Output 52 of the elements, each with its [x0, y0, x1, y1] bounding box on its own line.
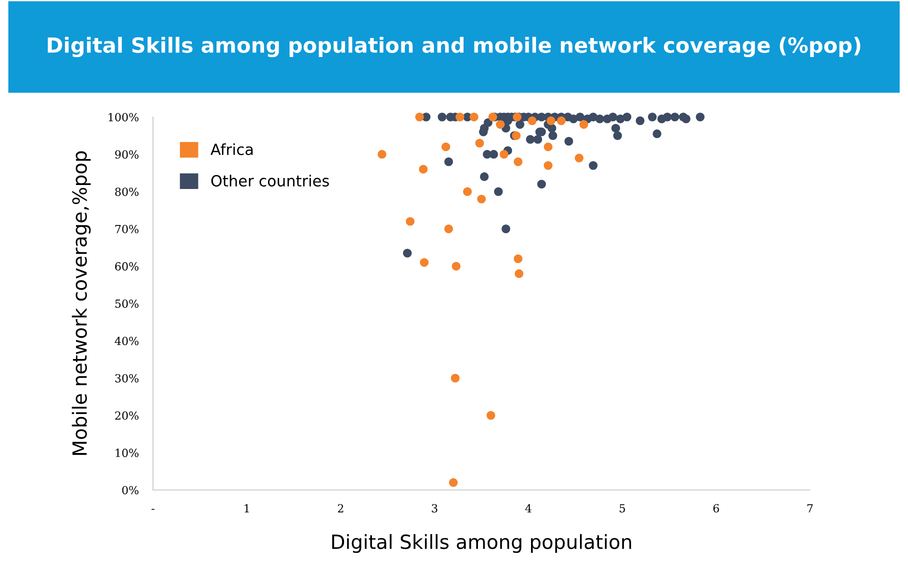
- x-tick-label: 3: [432, 504, 438, 512]
- point: [514, 269, 524, 278]
- y-tick-label: 30%: [115, 374, 138, 382]
- x-tick-label: 4: [525, 504, 532, 512]
- point: [418, 164, 428, 174]
- y-tick-label: 40%: [114, 336, 138, 346]
- y-tick-label: 80%: [115, 188, 138, 196]
- x-tick-label: 5: [620, 504, 625, 512]
- point: [456, 112, 464, 122]
- y-axis-title: Mobile network coverage,%pop: [72, 151, 91, 455]
- point: [486, 411, 496, 420]
- point: [378, 150, 386, 159]
- chart-title: Digital Skills among population and mobile network coverage (%pop): [48, 36, 860, 58]
- point: [477, 194, 486, 204]
- legend-label: Other countries: [211, 174, 329, 187]
- point: [470, 112, 478, 122]
- legend-label: Africa: [210, 143, 253, 156]
- point: [406, 217, 415, 226]
- y-tick-label: 90%: [115, 150, 138, 159]
- point: [463, 187, 472, 196]
- point: [475, 138, 484, 148]
- point: [574, 154, 584, 162]
- y-tick-label: 60%: [115, 262, 138, 271]
- point: [544, 161, 553, 170]
- point: [450, 374, 460, 382]
- y-tick-label: 20%: [115, 411, 138, 420]
- point: [415, 112, 424, 122]
- point: [496, 120, 505, 129]
- x-axis-title: Digital Skills among population: [332, 534, 632, 553]
- point: [444, 224, 454, 234]
- point: [514, 157, 522, 166]
- y-tick-label: 50%: [115, 299, 138, 308]
- point: [500, 150, 508, 159]
- x-tick-label: 6: [713, 504, 719, 512]
- point: [579, 120, 588, 129]
- x-tick-label: -: [152, 508, 154, 510]
- y-tick-label: 70%: [115, 224, 138, 234]
- y-tick-label: 10%: [116, 448, 138, 458]
- point: [441, 142, 450, 152]
- y-tick-label: 100%: [108, 112, 138, 122]
- point: [546, 116, 556, 126]
- point: [556, 116, 566, 126]
- point: [514, 254, 522, 264]
- point: [452, 262, 461, 271]
- point: [544, 142, 553, 152]
- y-tick-label: 0%: [122, 486, 138, 494]
- point: [528, 116, 537, 126]
- x-tick-label: 1: [244, 504, 249, 512]
- x-tick-label: 2: [338, 504, 344, 512]
- point: [448, 478, 458, 487]
- x-tick-label: 7: [807, 504, 813, 512]
- point: [420, 258, 429, 267]
